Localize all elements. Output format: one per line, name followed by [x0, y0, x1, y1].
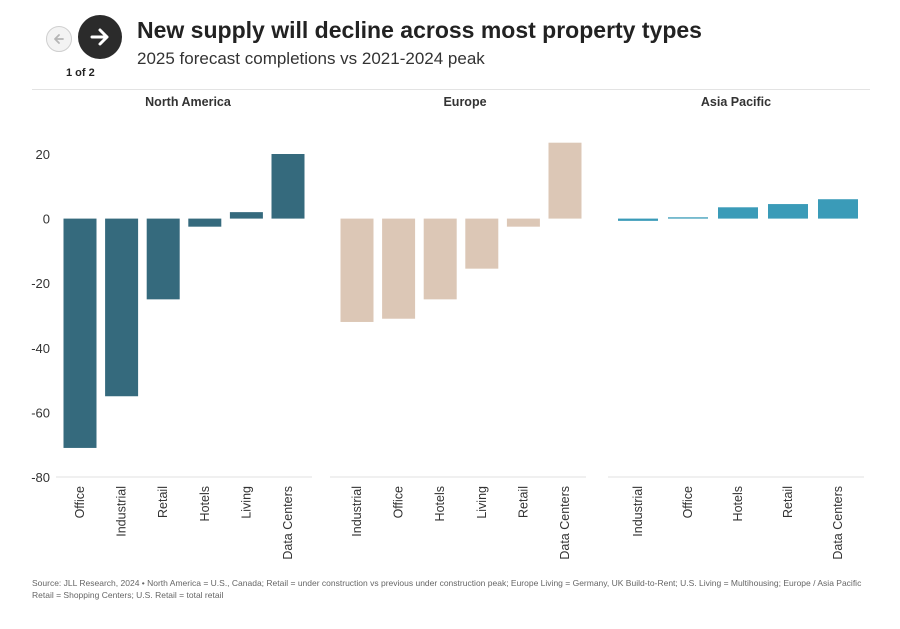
x-tick-label: Industrial	[350, 486, 364, 537]
y-tick-label: -60	[31, 405, 50, 420]
y-tick-label: -40	[31, 341, 50, 356]
bar	[423, 218, 457, 300]
bar	[818, 199, 858, 219]
y-tick-label: -80	[31, 470, 50, 485]
panel-title: North America	[145, 95, 232, 109]
x-tick-label: Retail	[516, 486, 530, 518]
bar	[618, 218, 658, 221]
bar	[146, 218, 180, 300]
chart-title: New supply will decline across most prop…	[137, 17, 702, 43]
x-tick-label: Office	[681, 486, 695, 518]
x-tick-label: Data Centers	[281, 486, 295, 560]
next-chart-button[interactable]	[78, 15, 122, 59]
source-note: Source: JLL Research, 2024 • North Ameri…	[32, 578, 862, 600]
page-indicator: 1 of 2	[66, 67, 95, 79]
x-tick-label: Living	[475, 486, 489, 519]
bar	[271, 154, 305, 219]
arrow-right-icon	[90, 28, 109, 46]
bar	[229, 212, 263, 219]
x-tick-label: Office	[392, 486, 406, 518]
bar	[506, 218, 540, 227]
bar	[668, 217, 708, 219]
x-tick-label: Hotels	[198, 486, 212, 521]
bar	[188, 218, 222, 227]
y-tick-label: -20	[31, 276, 50, 291]
bar	[63, 218, 97, 448]
chart-subtitle: 2025 forecast completions vs 2021-2024 p…	[137, 49, 485, 68]
header-divider	[32, 89, 870, 90]
x-tick-label: Office	[73, 486, 87, 518]
bar	[465, 218, 499, 269]
x-tick-label: Hotels	[433, 486, 447, 521]
bar	[105, 218, 139, 397]
arrow-left-icon	[54, 34, 64, 44]
bar-chart: 20 0 -20 -40 -60 -80 North America Office Indust…	[31, 95, 864, 560]
previous-chart-button[interactable]	[46, 26, 72, 52]
x-tick-label: Data Centers	[558, 486, 572, 560]
x-tick-label: Data Centers	[831, 486, 845, 560]
x-tick-label: Industrial	[631, 486, 645, 537]
y-tick-label: 0	[43, 212, 50, 227]
bar	[768, 204, 808, 219]
bar	[548, 142, 582, 219]
panel-title: Europe	[443, 95, 486, 109]
bar	[340, 218, 374, 322]
x-tick-label: Industrial	[115, 486, 129, 537]
x-tick-label: Retail	[781, 486, 795, 518]
x-tick-label: Living	[239, 486, 253, 519]
x-tick-label: Hotels	[731, 486, 745, 521]
bar	[718, 207, 758, 219]
y-tick-label: 20	[36, 147, 50, 162]
panel-title: Asia Pacific	[701, 95, 771, 109]
x-tick-label: Retail	[156, 486, 170, 518]
bar	[382, 218, 416, 319]
